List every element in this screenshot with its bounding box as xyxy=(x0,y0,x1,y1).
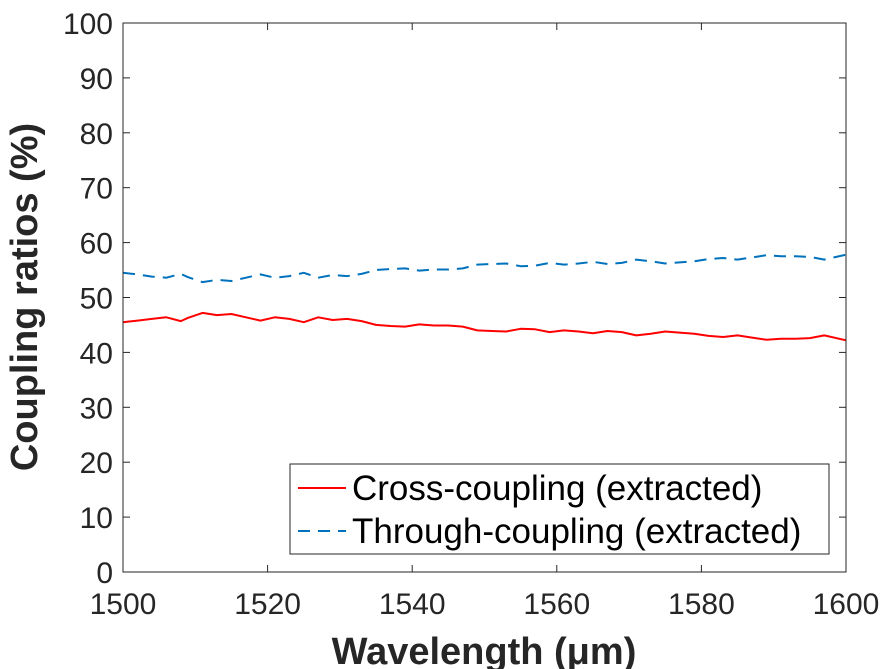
axis-layer: 1500 1520 1540 1560 1580 1600 0 10 20 30 40 50 60 70 8… xyxy=(63,8,879,621)
y-axis-label: Coupling ratios (%) xyxy=(4,123,46,471)
series-line-0 xyxy=(122,311,847,342)
legend-label-cross: Cross-coupling (extracted) xyxy=(352,469,762,508)
y-tick-label: 50 xyxy=(80,283,113,316)
x-axis-label: Wavelength (μm) xyxy=(332,631,637,669)
y-tick-label: 30 xyxy=(80,392,113,425)
x-tick-label: 1500 xyxy=(90,588,157,621)
y-tick-label: 60 xyxy=(80,228,113,261)
x-tick-label: 1540 xyxy=(379,588,446,621)
y-tick-label: 0 xyxy=(96,557,113,590)
y-tick-label: 70 xyxy=(80,173,113,206)
y-tick-label: 90 xyxy=(80,63,113,96)
legend-label-through: Through-coupling (extracted) xyxy=(352,512,801,551)
x-tick-label: 1560 xyxy=(523,588,590,621)
legend: Cross-coupling (extracted) Through-coupl… xyxy=(289,463,830,555)
y-tick-label: 40 xyxy=(80,337,113,370)
y-tick-label: 20 xyxy=(80,447,113,480)
legend-box xyxy=(289,463,830,555)
x-tick-label: 1580 xyxy=(668,588,735,621)
x-tick-label: 1520 xyxy=(234,588,301,621)
y-tick-label: 80 xyxy=(80,118,113,151)
x-tick-label: 1600 xyxy=(813,588,880,621)
y-tick-label: 100 xyxy=(63,8,113,41)
series-line-1 xyxy=(122,253,847,284)
series-layer xyxy=(122,253,847,342)
y-tick-label: 10 xyxy=(80,502,113,535)
